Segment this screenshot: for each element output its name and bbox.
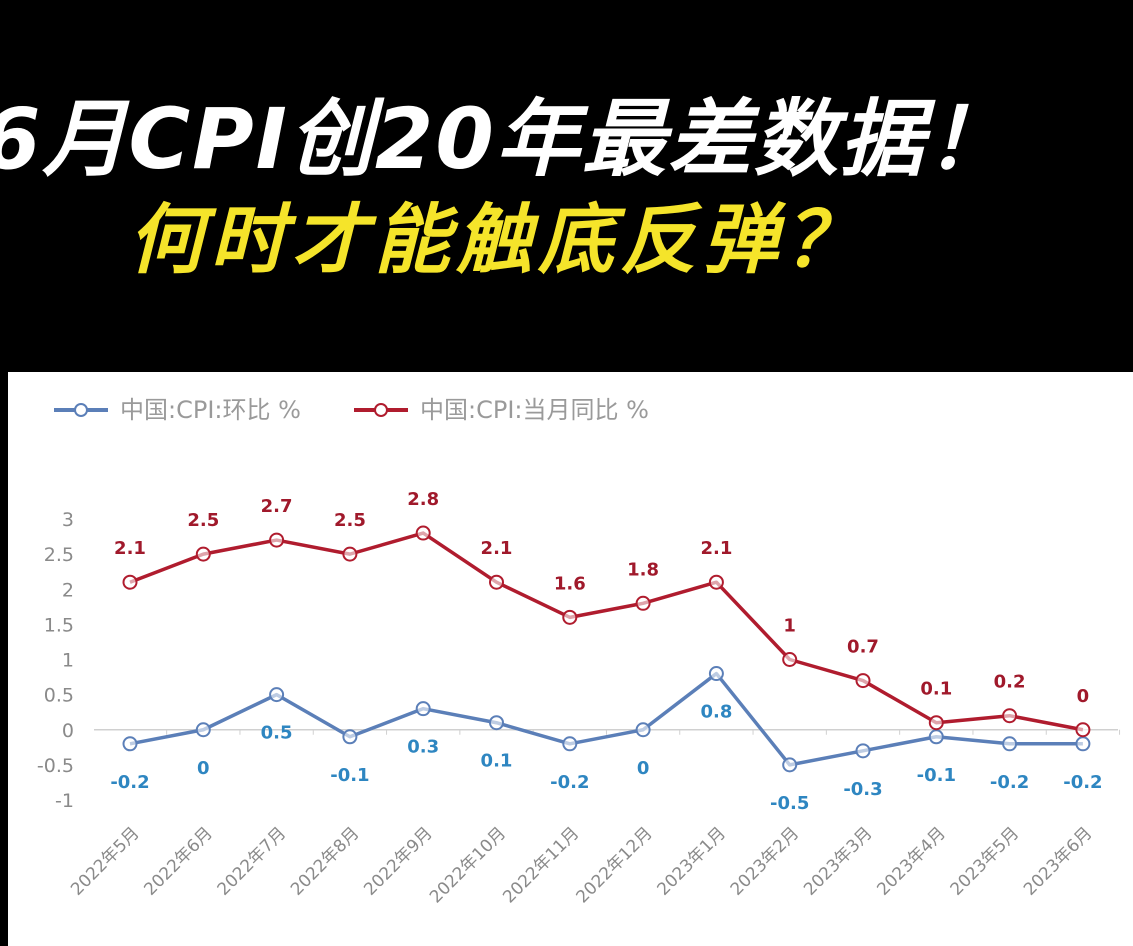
data-label-1: 2.1 (114, 538, 146, 559)
y-tick-label: 2 (62, 579, 74, 601)
data-label-0: -0.2 (990, 772, 1029, 793)
data-point-0 (782, 757, 798, 773)
data-point-0 (635, 722, 651, 738)
data-label-1: 1 (783, 616, 796, 637)
x-tick-label: 2023年1月 (654, 823, 730, 899)
data-point-1 (562, 609, 578, 625)
data-point-1 (855, 673, 871, 689)
data-point-1 (195, 546, 211, 562)
data-label-0: 0.1 (481, 751, 513, 772)
data-point-0 (1002, 736, 1018, 752)
legend-marker-1 (374, 403, 388, 417)
data-label-0: -0.5 (770, 793, 809, 814)
data-point-1 (782, 652, 798, 667)
data-label-0: 0.8 (700, 702, 732, 723)
x-tick-label: 2023年6月 (1020, 823, 1096, 899)
data-point-1 (489, 574, 504, 590)
data-label-0: -0.1 (917, 765, 956, 786)
data-point-1 (928, 715, 944, 731)
data-point-0 (928, 729, 944, 745)
headline-banner: 6月CPI创20年最差数据！ 何时才能触底反弹？ (0, 0, 1133, 370)
x-tick-label: 2022年8月 (287, 823, 363, 899)
data-point-0 (562, 736, 578, 752)
x-tick-label: 2022年11月 (499, 823, 583, 907)
x-tick-label: 2023年5月 (947, 823, 1023, 899)
data-point-0 (1075, 736, 1091, 752)
x-tick-label: 2022年9月 (360, 823, 436, 899)
data-label-1: 2.1 (700, 538, 732, 559)
y-tick-label: 0 (62, 720, 74, 742)
y-tick-label: 1 (62, 650, 74, 672)
data-point-0 (195, 722, 211, 738)
data-label-1: 2.1 (481, 538, 513, 559)
data-label-0: 0.3 (407, 737, 439, 758)
x-tick-label: 2022年10月 (426, 823, 510, 907)
y-tick-label: 1.5 (44, 614, 74, 636)
headline-line1: 6月CPI创20年最差数据！ (0, 90, 1012, 188)
chart-area: -1 -0.5 0 0.5 1 1.5 2 2.5 3 2022年5月 2022年6月 2022年7月… (8, 372, 1133, 946)
y-tick-label: 0.5 (44, 685, 74, 707)
data-label-0: -0.2 (110, 772, 149, 793)
headline-line2: 何时才能触底反弹？ (128, 195, 866, 284)
data-label-1: 0.2 (994, 672, 1026, 693)
legend-marker-0 (74, 403, 88, 417)
data-point-0 (415, 701, 431, 717)
x-tick-label: 2022年5月 (67, 823, 143, 899)
data-point-1 (708, 574, 724, 590)
data-point-1 (122, 574, 138, 590)
x-tick-label: 2022年7月 (214, 823, 290, 899)
x-tick-label: 2023年3月 (800, 823, 876, 899)
y-tick-label: 2.5 (44, 544, 74, 566)
data-point-0 (122, 736, 138, 752)
data-label-0: -0.2 (550, 772, 589, 793)
data-label-1: 1.6 (554, 573, 586, 594)
data-point-0 (855, 743, 871, 759)
data-label-1: 0.7 (847, 637, 879, 658)
legend-label-0: 中国:CPI:环比 % (120, 396, 301, 424)
data-label-0: 0 (637, 758, 650, 779)
data-point-1 (1002, 708, 1018, 724)
data-point-1 (415, 525, 431, 541)
legend-label-1: 中国:CPI:当月同比 % (420, 396, 649, 424)
x-tick-label: 2022年12月 (573, 823, 657, 907)
data-label-1: 2.5 (187, 510, 219, 531)
data-point-0 (708, 666, 724, 682)
data-point-1 (269, 532, 285, 548)
data-label-1: 2.7 (261, 496, 293, 517)
series-line-1 (129, 531, 1084, 732)
y-tick-label: -1 (55, 790, 74, 812)
x-tick-label: 2023年2月 (727, 823, 803, 899)
data-point-1 (635, 595, 651, 611)
data-label-0: 0.5 (261, 723, 293, 744)
data-label-0: -0.2 (1063, 772, 1102, 793)
x-tick-label: 2023年4月 (873, 823, 949, 899)
series-line-0 (129, 671, 1083, 767)
y-tick-label: -0.5 (37, 755, 74, 777)
data-label-1: 2.8 (407, 489, 439, 510)
data-label-0: 0 (197, 758, 210, 779)
data-label-0: -0.1 (330, 765, 369, 786)
data-label-1: 0 (1077, 686, 1090, 707)
data-point-0 (489, 715, 504, 731)
data-label-1: 2.5 (334, 510, 366, 531)
data-point-0 (342, 729, 358, 745)
data-label-1: 0.1 (920, 679, 952, 700)
data-point-1 (342, 546, 358, 562)
data-point-0 (269, 687, 285, 703)
y-tick-label: 3 (62, 509, 74, 531)
line-chart: -1 -0.5 0 0.5 1 1.5 2 2.5 3 2022年5月2022年6月2022年7月… (37, 396, 1121, 907)
data-label-0: -0.3 (843, 779, 882, 800)
x-tick-label: 2022年6月 (140, 823, 216, 899)
data-point-1 (1075, 722, 1091, 738)
data-label-1: 1.8 (627, 559, 659, 580)
